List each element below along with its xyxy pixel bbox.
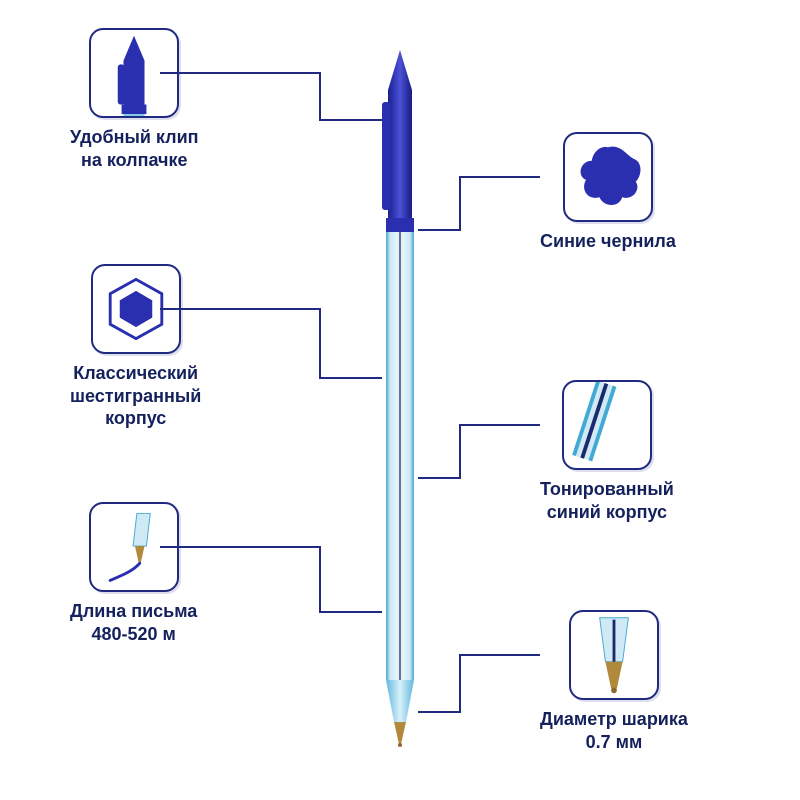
pen-illustration [370,50,430,750]
pen-svg [370,50,430,750]
callout-label-clip: Удобный клип на колпачке [70,126,199,171]
hexagon-icon [93,264,179,354]
callout-clip: Удобный клип на колпачке [70,28,199,171]
callout-diameter: Диаметр шарика 0.7 мм [540,610,688,753]
pen-clip-icon [91,28,177,118]
pen-tip-zoom-icon [571,610,657,700]
callout-box-tinted [562,380,652,470]
callout-box-hex [91,264,181,354]
callout-tinted: Тонированный синий корпус [540,380,674,523]
callout-length: Длина письма 480-520 м [70,502,197,645]
connector-tinted [418,425,540,478]
callout-label-tinted: Тонированный синий корпус [540,478,674,523]
callout-label-ink: Синие чернила [540,230,676,253]
callout-box-ink [563,132,653,222]
callout-hex: Классический шестигранный корпус [70,264,201,430]
pen-tip-line-icon [91,502,177,592]
callout-box-diameter [569,610,659,700]
ink-splat-icon [565,132,651,222]
callout-box-clip [89,28,179,118]
callout-label-hex: Классический шестигранный корпус [70,362,201,430]
callout-label-diameter: Диаметр шарика 0.7 мм [540,708,688,753]
pen-body-icon [564,380,650,470]
callout-label-length: Длина письма 480-520 м [70,600,197,645]
connector-diameter [418,655,540,712]
callout-box-length [89,502,179,592]
connector-ink [418,177,540,230]
callout-ink: Синие чернила [540,132,676,253]
